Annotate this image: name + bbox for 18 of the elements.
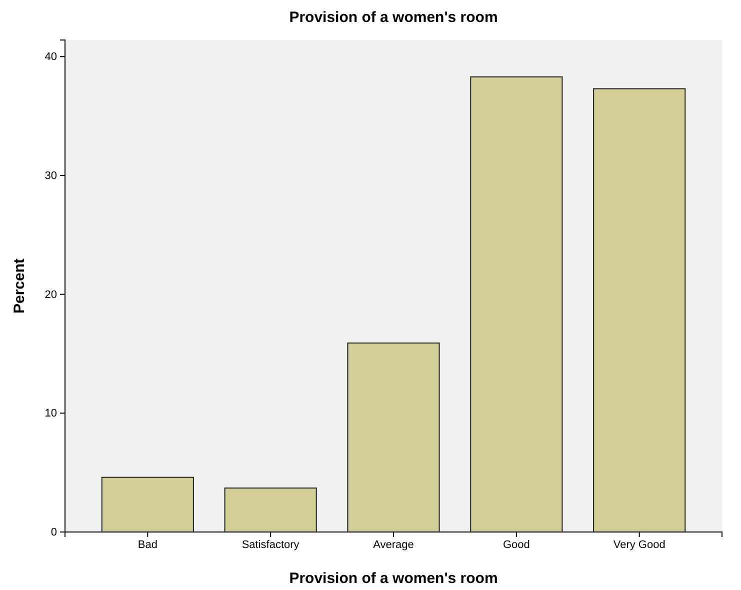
x-axis-title: Provision of a women's room (289, 570, 498, 587)
x-tick-label: Bad (138, 538, 158, 551)
y-tick-label: 0 (50, 526, 57, 539)
bar (224, 488, 317, 532)
bar (593, 88, 686, 532)
y-tick-label: 40 (44, 51, 57, 64)
y-axis-title: Percent (11, 258, 28, 314)
x-tick-label: Satisfactory (242, 538, 300, 551)
bar (470, 76, 563, 532)
y-tick-label: 10 (44, 408, 57, 420)
y-tick-label: 30 (44, 170, 57, 182)
y-tick-label: 20 (44, 288, 57, 301)
x-tick-label: Good (502, 538, 530, 551)
x-tick-label: Very Good (613, 538, 666, 551)
bar (347, 342, 440, 532)
bar (101, 476, 194, 532)
x-tick-label: Average (373, 538, 414, 551)
chart-title: Provision of a women's room (289, 9, 498, 26)
